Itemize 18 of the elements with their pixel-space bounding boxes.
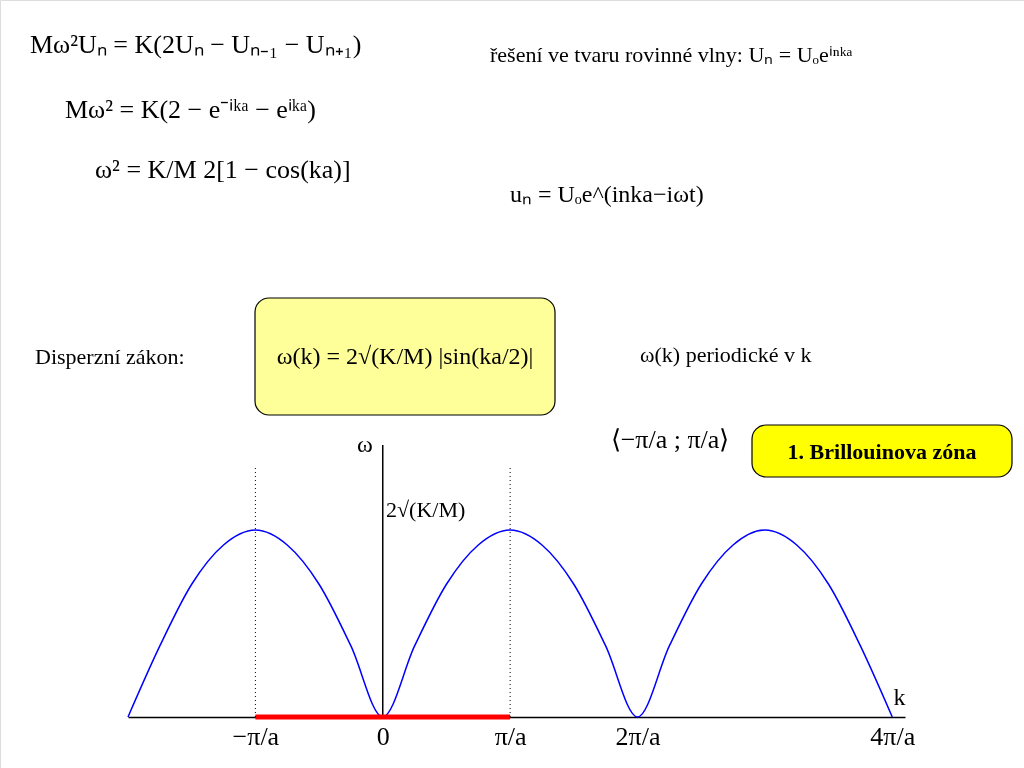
text: ω(k) = 2√(K/M) |sin(ka/2)| bbox=[276, 343, 534, 369]
x-tick-label: 4π/a bbox=[870, 721, 916, 751]
text: 2√(K/M) bbox=[386, 497, 466, 522]
text: Mω² = K(2 − e⁻ⁱᵏᵃ − eⁱᵏᵃ) bbox=[65, 95, 316, 124]
y-axis-title: ω bbox=[356, 431, 373, 457]
text: Mω²Uₙ = K(2Uₙ − Uₙ₋₁ − Uₙ₊₁) bbox=[30, 30, 362, 59]
text: ω² = K/M 2[1 − cos(ka)] bbox=[95, 155, 351, 184]
text: ω(k) periodické v k bbox=[640, 342, 812, 367]
x-tick-label: π/a bbox=[494, 721, 528, 751]
text: uₙ = Uₒe^(inka−iωt) bbox=[510, 181, 704, 207]
text: řešení ve tvaru rovinné vlny: Uₙ = Uₒeⁱⁿᵏᵃ bbox=[490, 42, 853, 67]
text: Disperzní zákon: bbox=[35, 344, 185, 369]
x-tick-label: −π/a bbox=[232, 721, 280, 751]
text: ⟨−π/a ; π/a⟩ bbox=[610, 425, 730, 454]
x-tick-label: 0 bbox=[376, 721, 390, 751]
x-axis-title: k bbox=[893, 683, 906, 710]
x-tick-label: 2π/a bbox=[615, 721, 661, 751]
text: 1. Brillouinova zóna bbox=[787, 439, 977, 464]
